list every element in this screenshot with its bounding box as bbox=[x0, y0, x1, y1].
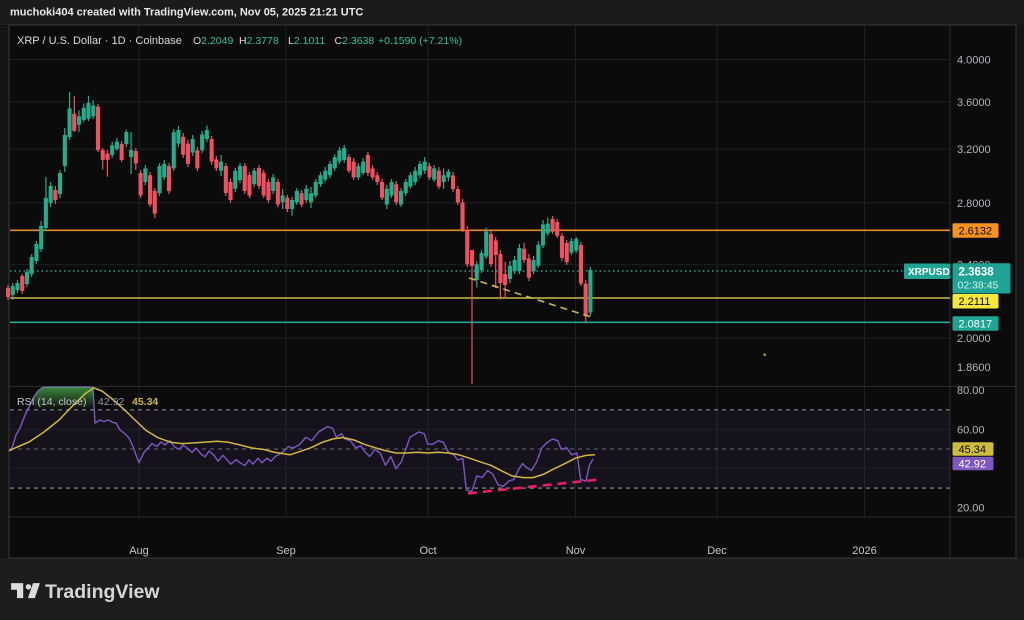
svg-text:Aug: Aug bbox=[129, 545, 149, 557]
svg-text:H2.3778: H2.3778 bbox=[239, 35, 279, 47]
svg-text:2.8000: 2.8000 bbox=[957, 198, 991, 210]
svg-text:20.00: 20.00 bbox=[957, 503, 985, 515]
svg-text:XRPUSD: XRPUSD bbox=[908, 267, 950, 278]
svg-text:Nov: Nov bbox=[566, 545, 586, 557]
svg-text:02:38:45: 02:38:45 bbox=[958, 280, 999, 292]
svg-text:42.92: 42.92 bbox=[959, 459, 987, 471]
svg-text:60.00: 60.00 bbox=[957, 424, 985, 436]
svg-text:45.34: 45.34 bbox=[959, 444, 987, 456]
svg-text:80.00: 80.00 bbox=[957, 385, 985, 397]
svg-text:2026: 2026 bbox=[852, 545, 876, 557]
svg-text:C2.3638: C2.3638 bbox=[335, 35, 375, 47]
svg-text:2.0000: 2.0000 bbox=[957, 333, 991, 345]
svg-text:4.0000: 4.0000 bbox=[957, 55, 991, 67]
svg-text:45.34: 45.34 bbox=[132, 396, 158, 408]
svg-text:muchoki404 created with Tradin: muchoki404 created with TradingView.com,… bbox=[10, 7, 363, 19]
svg-text:3.6000: 3.6000 bbox=[957, 97, 991, 109]
svg-text:Oct: Oct bbox=[419, 545, 436, 557]
svg-text:3.2000: 3.2000 bbox=[957, 144, 991, 156]
svg-text:RSI (14, close): RSI (14, close) bbox=[17, 396, 86, 408]
svg-text:42.92: 42.92 bbox=[98, 396, 124, 408]
svg-text:+0.1590 (+7.21%): +0.1590 (+7.21%) bbox=[378, 35, 462, 47]
svg-text:2.0817: 2.0817 bbox=[959, 319, 993, 331]
svg-text:2.6132: 2.6132 bbox=[959, 226, 993, 238]
svg-text:XRP / U.S. Dollar · 1D · Coinb: XRP / U.S. Dollar · 1D · Coinbase bbox=[17, 35, 182, 47]
svg-text:TradingView: TradingView bbox=[45, 581, 160, 603]
svg-text:Dec: Dec bbox=[707, 545, 727, 557]
svg-text:O2.2049: O2.2049 bbox=[193, 35, 233, 47]
svg-text:L2.1011: L2.1011 bbox=[288, 35, 325, 47]
svg-text:2.2111: 2.2111 bbox=[959, 296, 991, 308]
svg-text:2.3638: 2.3638 bbox=[959, 267, 995, 279]
svg-text:Sep: Sep bbox=[276, 545, 296, 557]
svg-text:1.8600: 1.8600 bbox=[957, 362, 991, 374]
